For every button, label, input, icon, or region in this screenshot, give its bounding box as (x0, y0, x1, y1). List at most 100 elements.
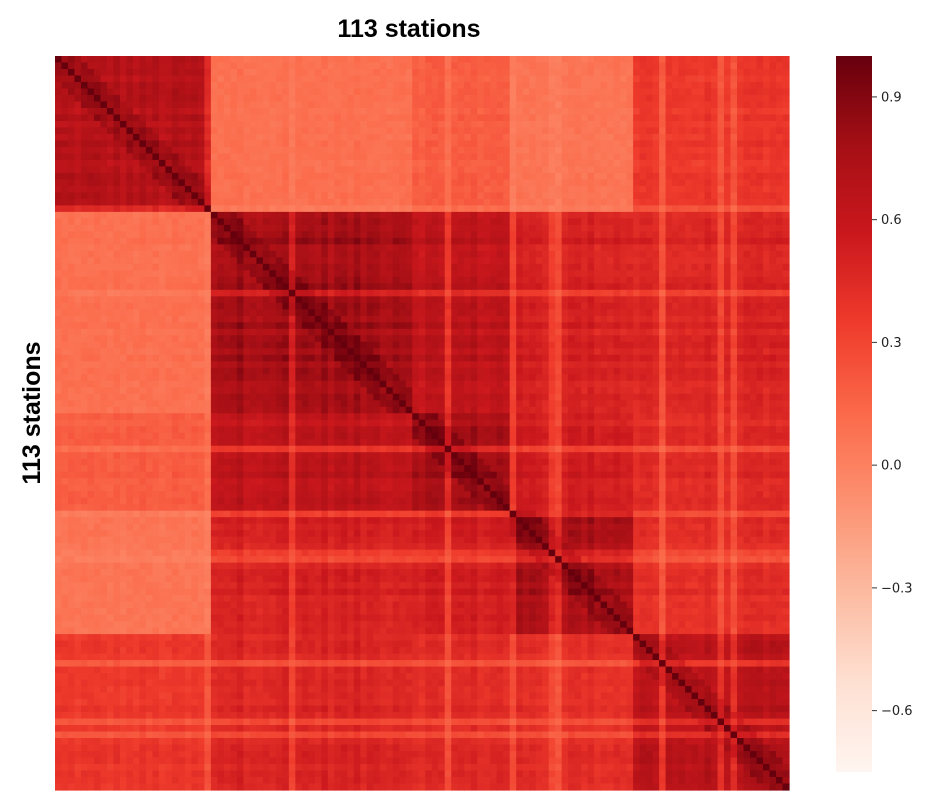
heatmap-cell (327, 75, 335, 83)
heatmap-cell (321, 127, 329, 135)
heatmap-cell (698, 224, 706, 232)
heatmap-cell (665, 244, 673, 252)
heatmap-cell (743, 81, 751, 90)
heatmap-cell (561, 185, 569, 194)
heatmap-cell (366, 270, 374, 278)
heatmap-cell (321, 146, 329, 155)
heatmap-cell (659, 140, 667, 148)
heatmap-cell (542, 146, 550, 155)
heatmap-cell (145, 302, 154, 310)
heatmap-cell (262, 68, 270, 77)
heatmap-cell (152, 114, 160, 122)
heatmap-cell (418, 88, 426, 96)
heatmap-cell (561, 140, 569, 148)
heatmap-cell (535, 224, 543, 232)
heatmap-cell (230, 237, 238, 245)
heatmap-cell (490, 257, 498, 265)
heatmap-cell (67, 296, 76, 304)
heatmap-cell (626, 276, 634, 284)
heatmap-cell (555, 309, 563, 317)
heatmap-cell (412, 81, 420, 90)
heatmap-cell (542, 289, 550, 297)
heatmap-cell (106, 166, 115, 174)
heatmap-cell (340, 68, 348, 77)
heatmap-cell (288, 218, 296, 226)
heatmap-cell (730, 185, 738, 194)
heatmap-cell (353, 146, 361, 155)
heatmap-cell (568, 68, 576, 77)
heatmap-cell (652, 133, 660, 142)
heatmap-cell (301, 315, 309, 323)
heatmap-cell (672, 322, 680, 330)
heatmap-cell (373, 159, 381, 168)
heatmap-cell (470, 153, 478, 161)
heatmap-cell (529, 328, 537, 336)
heatmap-cell (542, 94, 550, 103)
heatmap-cell (106, 88, 115, 96)
heatmap-cell (678, 133, 686, 142)
heatmap-cell (366, 68, 374, 77)
heatmap-cell (55, 133, 63, 142)
heatmap-cell (574, 276, 582, 284)
heatmap-cell (678, 296, 686, 304)
heatmap-cell (581, 192, 589, 200)
heatmap-cell (295, 218, 303, 226)
heatmap-cell (295, 250, 303, 258)
heatmap-cell (210, 179, 218, 187)
heatmap-cell (67, 198, 76, 206)
heatmap-cell (165, 283, 173, 291)
heatmap-cell (438, 198, 446, 206)
heatmap-cell (171, 205, 180, 213)
heatmap-cell (678, 237, 686, 245)
heatmap-cell (314, 302, 322, 310)
heatmap-cell (548, 322, 556, 330)
heatmap-cell (594, 192, 602, 200)
heatmap-cell (685, 244, 693, 252)
heatmap-cell (594, 140, 602, 148)
heatmap-cell (178, 322, 186, 330)
heatmap-cell (477, 140, 485, 148)
heatmap-cell (652, 211, 660, 219)
heatmap-cell (776, 101, 784, 109)
heatmap-cell (61, 140, 69, 148)
heatmap-cell (646, 62, 654, 70)
heatmap-cell (80, 62, 89, 70)
heatmap-cell (490, 179, 498, 187)
heatmap-cell (158, 244, 167, 252)
heatmap-cell (568, 250, 576, 258)
heatmap-cell (165, 231, 173, 239)
heatmap-cell (451, 335, 459, 343)
heatmap-cell (269, 224, 277, 232)
heatmap-cell (561, 257, 569, 265)
heatmap-cell (600, 179, 608, 187)
heatmap-cell (509, 56, 517, 64)
heatmap-cell (308, 218, 316, 226)
heatmap-cell (763, 257, 771, 265)
heatmap-cell (568, 283, 576, 291)
heatmap-cell (217, 270, 225, 278)
heatmap-cell (659, 192, 667, 200)
heatmap-cell (464, 114, 472, 122)
heatmap-cell (782, 127, 790, 135)
heatmap-cell (165, 192, 173, 200)
heatmap-cell (139, 231, 147, 239)
heatmap-cell (191, 302, 199, 310)
heatmap-cell (126, 198, 134, 206)
heatmap-cell (262, 283, 270, 291)
heatmap-cell (587, 263, 595, 271)
heatmap-cell (178, 296, 186, 304)
heatmap-cell (100, 231, 108, 239)
heatmap-cell (412, 296, 420, 304)
heatmap-cell (184, 257, 193, 265)
heatmap-cell (158, 166, 167, 174)
heatmap-cell (353, 296, 361, 304)
heatmap-cell (165, 250, 173, 258)
heatmap-cell (561, 127, 569, 135)
heatmap-cell (626, 185, 634, 194)
heatmap-cell (444, 62, 452, 70)
heatmap-cell (282, 101, 290, 109)
heatmap-cell (535, 75, 543, 83)
heatmap-cell (555, 302, 563, 310)
heatmap-cell (431, 179, 439, 187)
heatmap-cell (665, 276, 673, 284)
